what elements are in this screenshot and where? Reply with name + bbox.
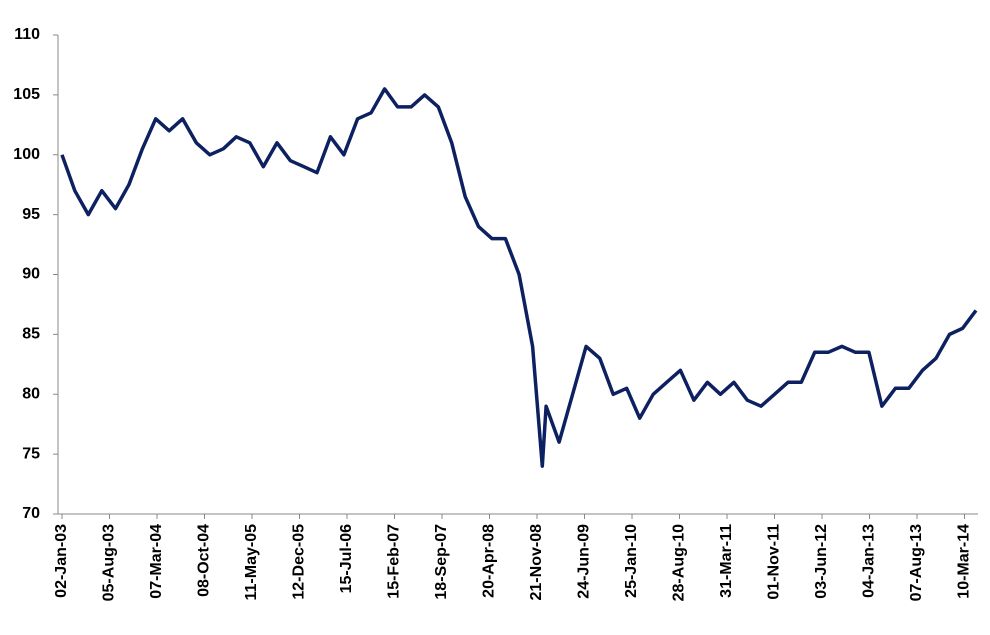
x-tick-label: 15-Feb-07 [386,524,403,599]
x-tick-label: 31-Mar-11 [718,524,735,598]
x-tick-label: 20-Apr-08 [481,524,498,598]
x-tick-label: 10-Mar-14 [956,524,973,599]
x-tick-label: 21-Nov-08 [528,524,545,601]
y-tick-label: 75 [22,445,40,462]
x-tick-label: 02-Jan-03 [53,524,70,598]
x-tick-label: 03-Jun-12 [813,524,830,599]
x-tick-label: 07-Aug-13 [908,524,925,601]
y-tick-label: 100 [13,146,40,163]
x-tick-label: 11-May-05 [243,524,260,601]
y-tick-label: 70 [22,505,40,522]
x-tick-label: 01-Nov-11 [766,524,783,600]
y-tick-label: 95 [22,206,40,223]
x-tick-label: 24-Jun-09 [576,524,593,599]
y-tick-label: 90 [22,266,40,283]
x-tick-label: 12-Dec-05 [291,524,308,600]
x-tick-label: 07-Mar-04 [148,524,165,599]
line-series [60,87,978,468]
x-tick-label: 05-Aug-03 [101,524,118,601]
y-tick-label: 110 [14,26,40,43]
y-tick-label: 85 [22,326,40,343]
x-tick-label: 15-Jul-06 [338,524,355,593]
x-tick-label: 25-Jan-10 [623,524,640,598]
x-tick-label: 08-Oct-04 [196,524,213,597]
x-tick-label: 18-Sep-07 [433,524,450,600]
y-tick-label: 105 [13,86,40,103]
x-tick-label: 28-Aug-10 [671,524,688,601]
y-tick-label: 80 [22,385,40,402]
x-tick-label: 04-Jan-13 [861,524,878,598]
